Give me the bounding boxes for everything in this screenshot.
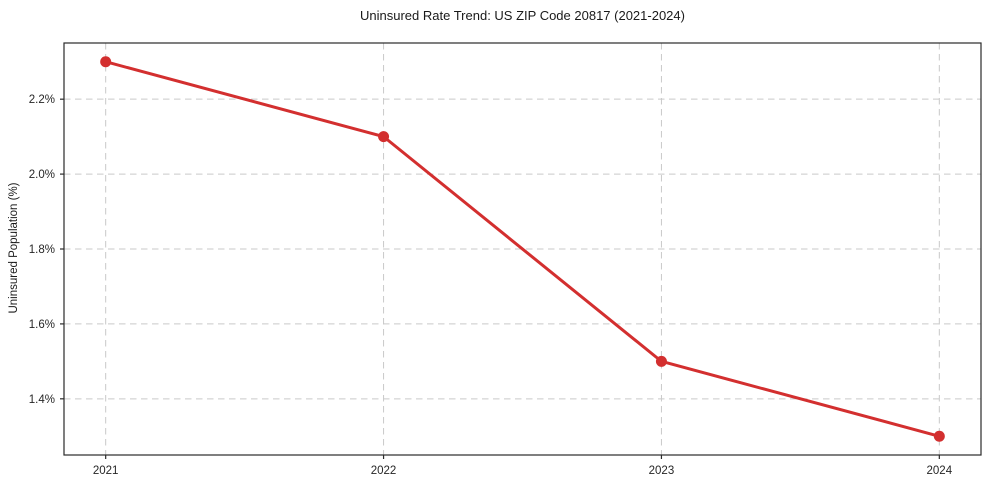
y-axis-label: Uninsured Population (%) bbox=[8, 182, 20, 314]
trend-line bbox=[104, 60, 941, 438]
data-point bbox=[933, 430, 945, 442]
data-point bbox=[378, 131, 390, 143]
x-tick-label: 2022 bbox=[371, 465, 397, 477]
y-tick-label: 2.2% bbox=[29, 94, 55, 106]
data-point bbox=[655, 355, 667, 367]
x-tick-label: 2023 bbox=[649, 465, 675, 477]
y-tick-label: 1.8% bbox=[29, 244, 55, 256]
chart-title: Uninsured Rate Trend: US ZIP Code 20817 … bbox=[360, 8, 685, 23]
x-tick-label: 2024 bbox=[927, 465, 953, 477]
y-tick-label: 1.6% bbox=[29, 319, 55, 331]
y-tick-label: 2.0% bbox=[29, 169, 55, 181]
data-point bbox=[100, 56, 112, 68]
y-tick-label: 1.4% bbox=[29, 394, 55, 406]
x-tick-label: 2021 bbox=[93, 465, 119, 477]
